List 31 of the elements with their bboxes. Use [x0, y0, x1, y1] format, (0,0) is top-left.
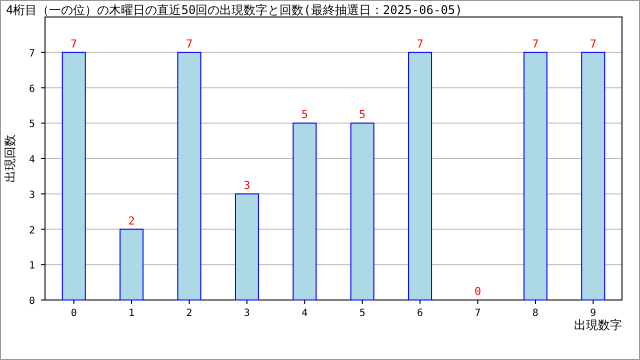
- y-tick-label: 0: [28, 296, 35, 307]
- data-label: 7: [532, 37, 539, 50]
- y-tick-label: 1: [28, 260, 35, 272]
- x-tick-label: 8: [532, 308, 538, 319]
- y-axis-title: 出現回数: [3, 134, 17, 182]
- data-label: 7: [590, 37, 596, 50]
- y-tick-label: 3: [28, 190, 35, 201]
- data-label: 2: [128, 214, 135, 228]
- x-tick-label: 7: [474, 308, 481, 319]
- x-tick-label: 4: [302, 308, 308, 319]
- x-tick-label: 0: [70, 308, 77, 319]
- data-label: 7: [416, 37, 424, 50]
- y-tick-label: 2: [28, 225, 35, 236]
- data-label: 5: [301, 108, 308, 122]
- y-tick-label: 5: [28, 119, 35, 130]
- data-label: 3: [244, 178, 250, 192]
- chart-title: 4桁目（一の位）の木曜日の直近50回の出現数字と回数(最終抽選日：2025-06-05): [6, 3, 462, 17]
- data-label: 7: [186, 37, 193, 50]
- data-label: 0: [474, 285, 482, 298]
- x-tick-label: 6: [417, 308, 424, 319]
- x-axis-title: 出現数字: [574, 318, 622, 332]
- data-label: 7: [70, 37, 78, 50]
- x-tick-label: 5: [359, 308, 366, 319]
- y-tick-label: 7: [28, 48, 35, 60]
- y-tick-label: 6: [28, 84, 35, 95]
- x-tick-label: 3: [244, 308, 250, 319]
- x-tick-label: 2: [186, 308, 192, 319]
- y-tick-label: 4: [28, 154, 35, 166]
- x-tick-label: 9: [590, 308, 596, 319]
- x-tick-label: 1: [128, 308, 135, 319]
- data-label: 5: [359, 108, 366, 122]
